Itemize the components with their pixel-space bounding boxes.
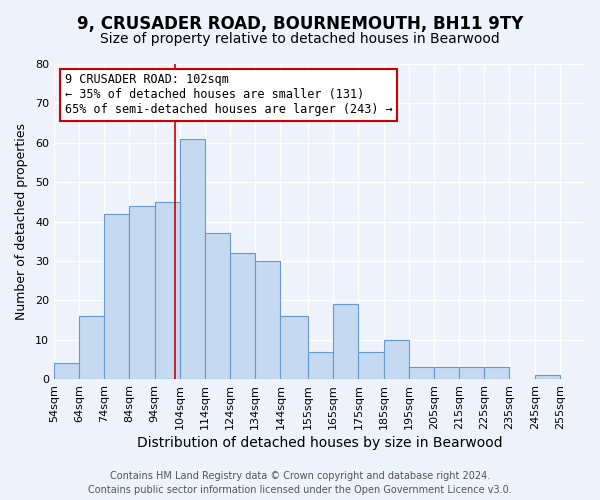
Bar	[79, 316, 104, 379]
Bar	[230, 253, 255, 379]
Y-axis label: Number of detached properties: Number of detached properties	[15, 123, 28, 320]
Bar	[54, 364, 79, 379]
Bar	[205, 234, 230, 379]
Text: Contains HM Land Registry data © Crown copyright and database right 2024.
Contai: Contains HM Land Registry data © Crown c…	[88, 471, 512, 495]
Bar	[104, 214, 130, 379]
Bar	[409, 368, 434, 379]
Text: 9, CRUSADER ROAD, BOURNEMOUTH, BH11 9TY: 9, CRUSADER ROAD, BOURNEMOUTH, BH11 9TY	[77, 15, 523, 33]
Bar	[535, 376, 560, 379]
Bar	[358, 352, 383, 379]
Bar	[484, 368, 509, 379]
Bar	[155, 202, 180, 379]
Text: 9 CRUSADER ROAD: 102sqm
← 35% of detached houses are smaller (131)
65% of semi-d: 9 CRUSADER ROAD: 102sqm ← 35% of detache…	[65, 74, 392, 116]
Bar	[383, 340, 409, 379]
Bar	[255, 261, 280, 379]
Bar	[434, 368, 459, 379]
Bar	[308, 352, 334, 379]
X-axis label: Distribution of detached houses by size in Bearwood: Distribution of detached houses by size …	[137, 436, 502, 450]
Bar	[459, 368, 484, 379]
Bar	[280, 316, 308, 379]
Text: Size of property relative to detached houses in Bearwood: Size of property relative to detached ho…	[100, 32, 500, 46]
Bar	[334, 304, 358, 379]
Bar	[180, 139, 205, 379]
Bar	[130, 206, 155, 379]
